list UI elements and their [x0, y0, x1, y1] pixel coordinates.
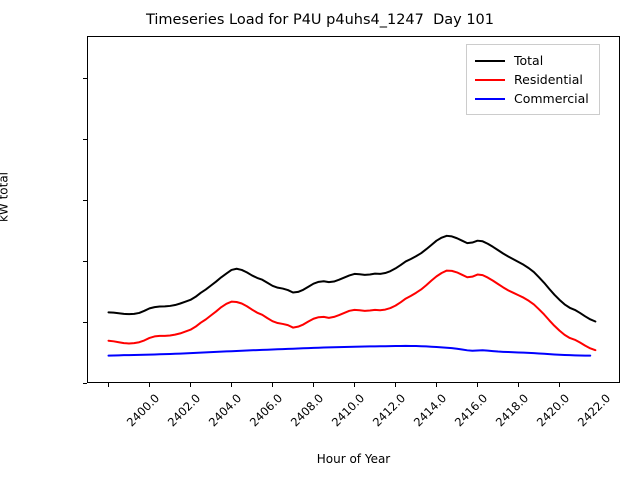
- x-tick-mark: [353, 383, 355, 387]
- y-tick-mark: [83, 78, 87, 80]
- x-tick-label: 2416.0: [451, 391, 490, 430]
- legend-label: Residential: [514, 72, 583, 87]
- y-axis-label: kW total: [0, 171, 11, 223]
- legend-item-commercial[interactable]: Commercial: [475, 89, 589, 108]
- legend-color-swatch: [475, 97, 505, 100]
- chart-legend: Total Residential Commercial: [466, 44, 600, 115]
- x-tick-label: 2400.0: [123, 391, 162, 430]
- legend-item-total[interactable]: Total: [475, 51, 589, 70]
- series-line-commercial: [107, 344, 592, 357]
- x-tick-label: 2406.0: [246, 391, 285, 430]
- x-tick-label: 2418.0: [492, 391, 531, 430]
- x-tick-mark: [517, 383, 519, 387]
- y-tick-mark: [83, 200, 87, 202]
- legend-item-residential[interactable]: Residential: [475, 70, 589, 89]
- x-tick-mark: [558, 383, 560, 387]
- x-tick-mark: [271, 383, 273, 387]
- x-tick-label: 2414.0: [410, 391, 449, 430]
- x-tick-label: 2410.0: [328, 391, 367, 430]
- legend-color-swatch: [475, 59, 505, 62]
- x-tick-mark: [476, 383, 478, 387]
- x-axis-label: Hour of Year: [316, 452, 391, 466]
- x-tick-mark: [189, 383, 191, 387]
- x-tick-label: 2412.0: [369, 391, 408, 430]
- chart-title: Timeseries Load for P4U p4uhs4_1247 Day …: [145, 12, 495, 28]
- legend-label: Commercial: [514, 91, 589, 106]
- x-tick-label: 2404.0: [205, 391, 244, 430]
- legend-color-swatch: [475, 78, 505, 81]
- series-lines: [107, 234, 597, 357]
- y-tick-mark: [83, 383, 87, 384]
- x-tick-label: 2402.0: [164, 391, 203, 430]
- series-line-total: [107, 234, 597, 323]
- series-line-residential: [107, 269, 597, 352]
- x-tick-mark: [394, 383, 396, 387]
- x-tick-mark: [230, 383, 232, 387]
- x-tick-label: 2422.0: [574, 391, 613, 430]
- x-tick-mark: [435, 383, 437, 387]
- y-tick-mark: [83, 261, 87, 263]
- y-tick-mark: [83, 139, 87, 141]
- x-tick-mark: [312, 383, 314, 387]
- y-tick-mark: [83, 322, 87, 324]
- legend-label: Total: [514, 53, 544, 68]
- x-tick-mark: [148, 383, 150, 387]
- x-tick-mark: [107, 383, 109, 387]
- x-tick-label: 2408.0: [287, 391, 326, 430]
- x-tick-label: 2420.0: [533, 391, 572, 430]
